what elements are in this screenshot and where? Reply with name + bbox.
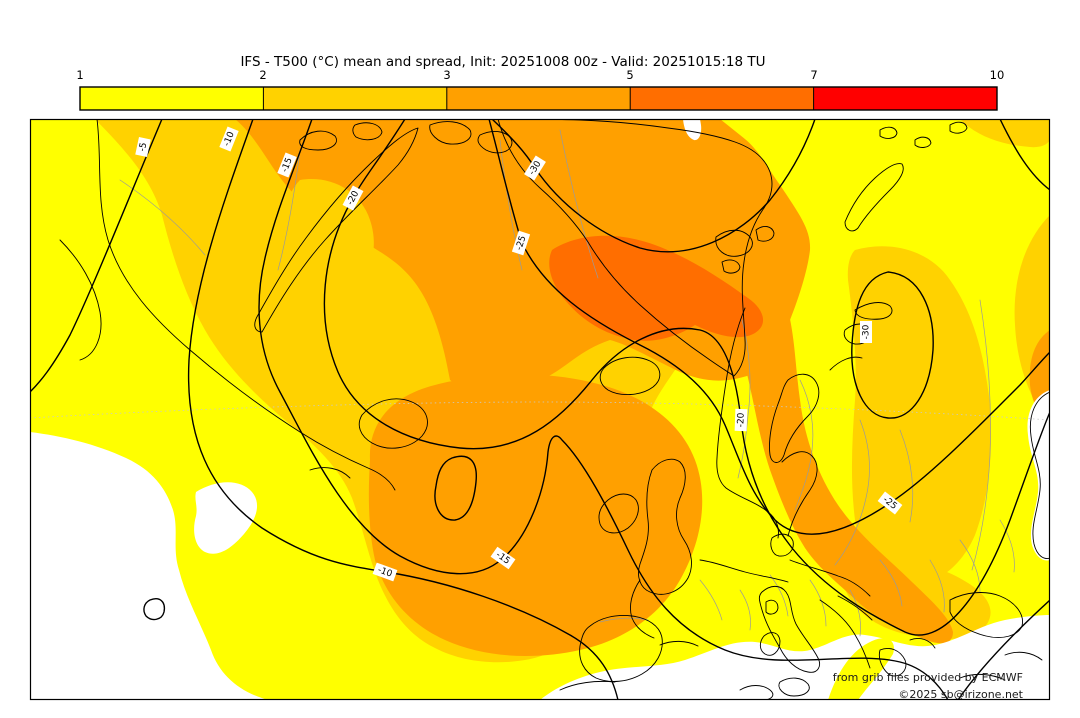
contour-closed-core	[434, 455, 477, 521]
contour-minus-20	[323, 119, 1050, 636]
contour-minus-15	[258, 119, 949, 700]
figure-title: IFS - T500 (°C) mean and spread, Init: 2…	[240, 54, 765, 70]
contour-label: -5	[138, 142, 150, 153]
map-panel: -5 -10 -15 -20 -30 -25 -30 -20 -25 -15 -…	[30, 119, 1050, 701]
contour-label: -30	[862, 324, 872, 339]
colorbar-tick: 1	[76, 68, 83, 82]
colorbar-tick: 7	[810, 68, 817, 82]
contour-minus-25	[488, 119, 1050, 535]
colorbar-segment-2-3	[263, 87, 447, 110]
attribution-copyright: ©2025 sb@irizone.net	[898, 688, 1023, 701]
contour-closed-small	[143, 598, 166, 621]
colorbar-tick: 3	[443, 68, 450, 82]
contour-minus-30-arc	[491, 119, 816, 253]
spread-fill-below-1	[30, 119, 1050, 700]
contour-label: -25	[514, 235, 528, 252]
map-frame	[29, 118, 1051, 701]
colorbar: 1 2 3 5 7 10	[76, 68, 1005, 111]
contour-minus-30-closed	[851, 271, 934, 419]
colorbar-frame	[79, 86, 998, 111]
contour-label: -10	[376, 565, 393, 580]
contour-minus-10	[187, 119, 619, 700]
colorbar-separators	[262, 87, 815, 110]
spread-fill-2-3-patch	[280, 179, 374, 302]
country-borders	[119, 129, 1015, 637]
colorbar-tick: 10	[990, 68, 1005, 82]
contour-minus-15-tail	[957, 599, 1050, 700]
contour-minus-5	[30, 119, 163, 393]
attribution-source: from grib files provided by ECMWF	[833, 671, 1023, 684]
colorbar-segment-7-10	[813, 87, 997, 110]
spread-fill-5-7	[549, 235, 764, 341]
colorbar-tick: 2	[259, 68, 266, 82]
latitude-graticule-line	[30, 401, 1050, 421]
contour-top-right	[999, 119, 1050, 191]
colorbar-segment-1-2	[80, 87, 264, 110]
spread-fill-1-2-streak	[828, 638, 894, 700]
colorbar-segment-5-7	[630, 87, 814, 110]
temperature-contours	[30, 119, 1050, 700]
colorbar-segment-3-5	[446, 87, 631, 110]
colorbar-tick: 5	[626, 68, 633, 82]
coastlines	[59, 119, 1050, 700]
contour-label: -20	[736, 412, 747, 427]
